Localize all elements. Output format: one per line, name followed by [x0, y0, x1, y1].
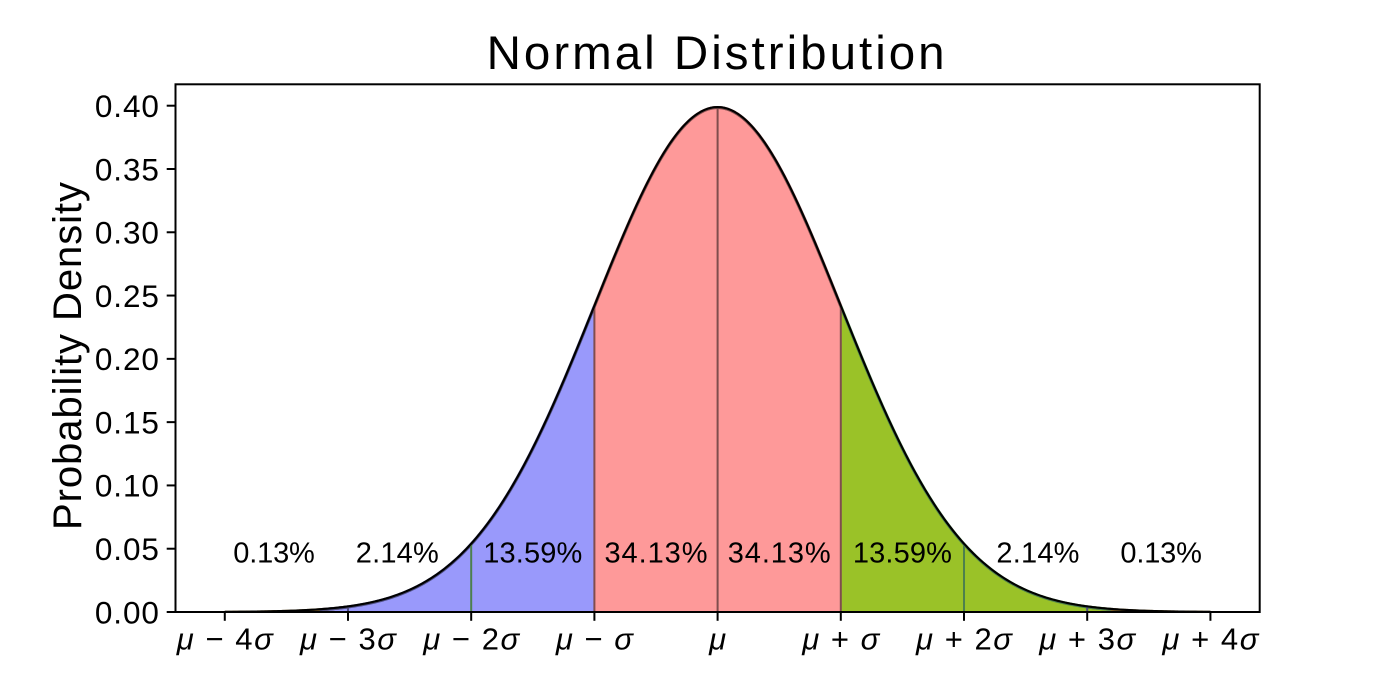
- svg-text:0.10: 0.10: [95, 468, 159, 504]
- svg-text:34.13%: 34.13%: [728, 537, 831, 569]
- svg-text:0.05: 0.05: [95, 531, 159, 567]
- svg-text:0.20: 0.20: [95, 341, 159, 377]
- svg-text:2.14%: 2.14%: [356, 537, 439, 569]
- svg-text:0.25: 0.25: [95, 278, 159, 314]
- svg-text:μ: μ: [708, 622, 726, 657]
- svg-text:Probability Density: Probability Density: [46, 182, 90, 530]
- svg-text:0.13%: 0.13%: [233, 537, 315, 569]
- svg-text:13.59%: 13.59%: [853, 537, 952, 569]
- svg-text:μ − σ: μ − σ: [555, 622, 634, 657]
- svg-text:2.14%: 2.14%: [996, 537, 1079, 569]
- svg-text:μ − 3σ: μ − 3σ: [299, 622, 397, 657]
- svg-text:μ + 3σ: μ + 3σ: [1038, 622, 1136, 657]
- svg-text:0.30: 0.30: [95, 215, 159, 251]
- svg-text:0.40: 0.40: [95, 88, 159, 124]
- svg-text:Normal Distribution: Normal Distribution: [487, 27, 945, 80]
- svg-text:0.15: 0.15: [95, 404, 159, 440]
- svg-text:μ + σ: μ + σ: [801, 622, 880, 657]
- svg-text:μ − 2σ: μ − 2σ: [422, 622, 520, 657]
- svg-text:μ + 2σ: μ + 2σ: [915, 622, 1013, 657]
- svg-text:0.13%: 0.13%: [1120, 537, 1202, 569]
- svg-text:μ + 4σ: μ + 4σ: [1161, 622, 1259, 657]
- svg-text:0.35: 0.35: [95, 151, 159, 187]
- svg-text:13.59%: 13.59%: [483, 537, 582, 569]
- svg-text:0.00: 0.00: [95, 594, 159, 630]
- svg-text:34.13%: 34.13%: [605, 537, 708, 569]
- svg-text:μ − 4σ: μ − 4σ: [176, 622, 274, 657]
